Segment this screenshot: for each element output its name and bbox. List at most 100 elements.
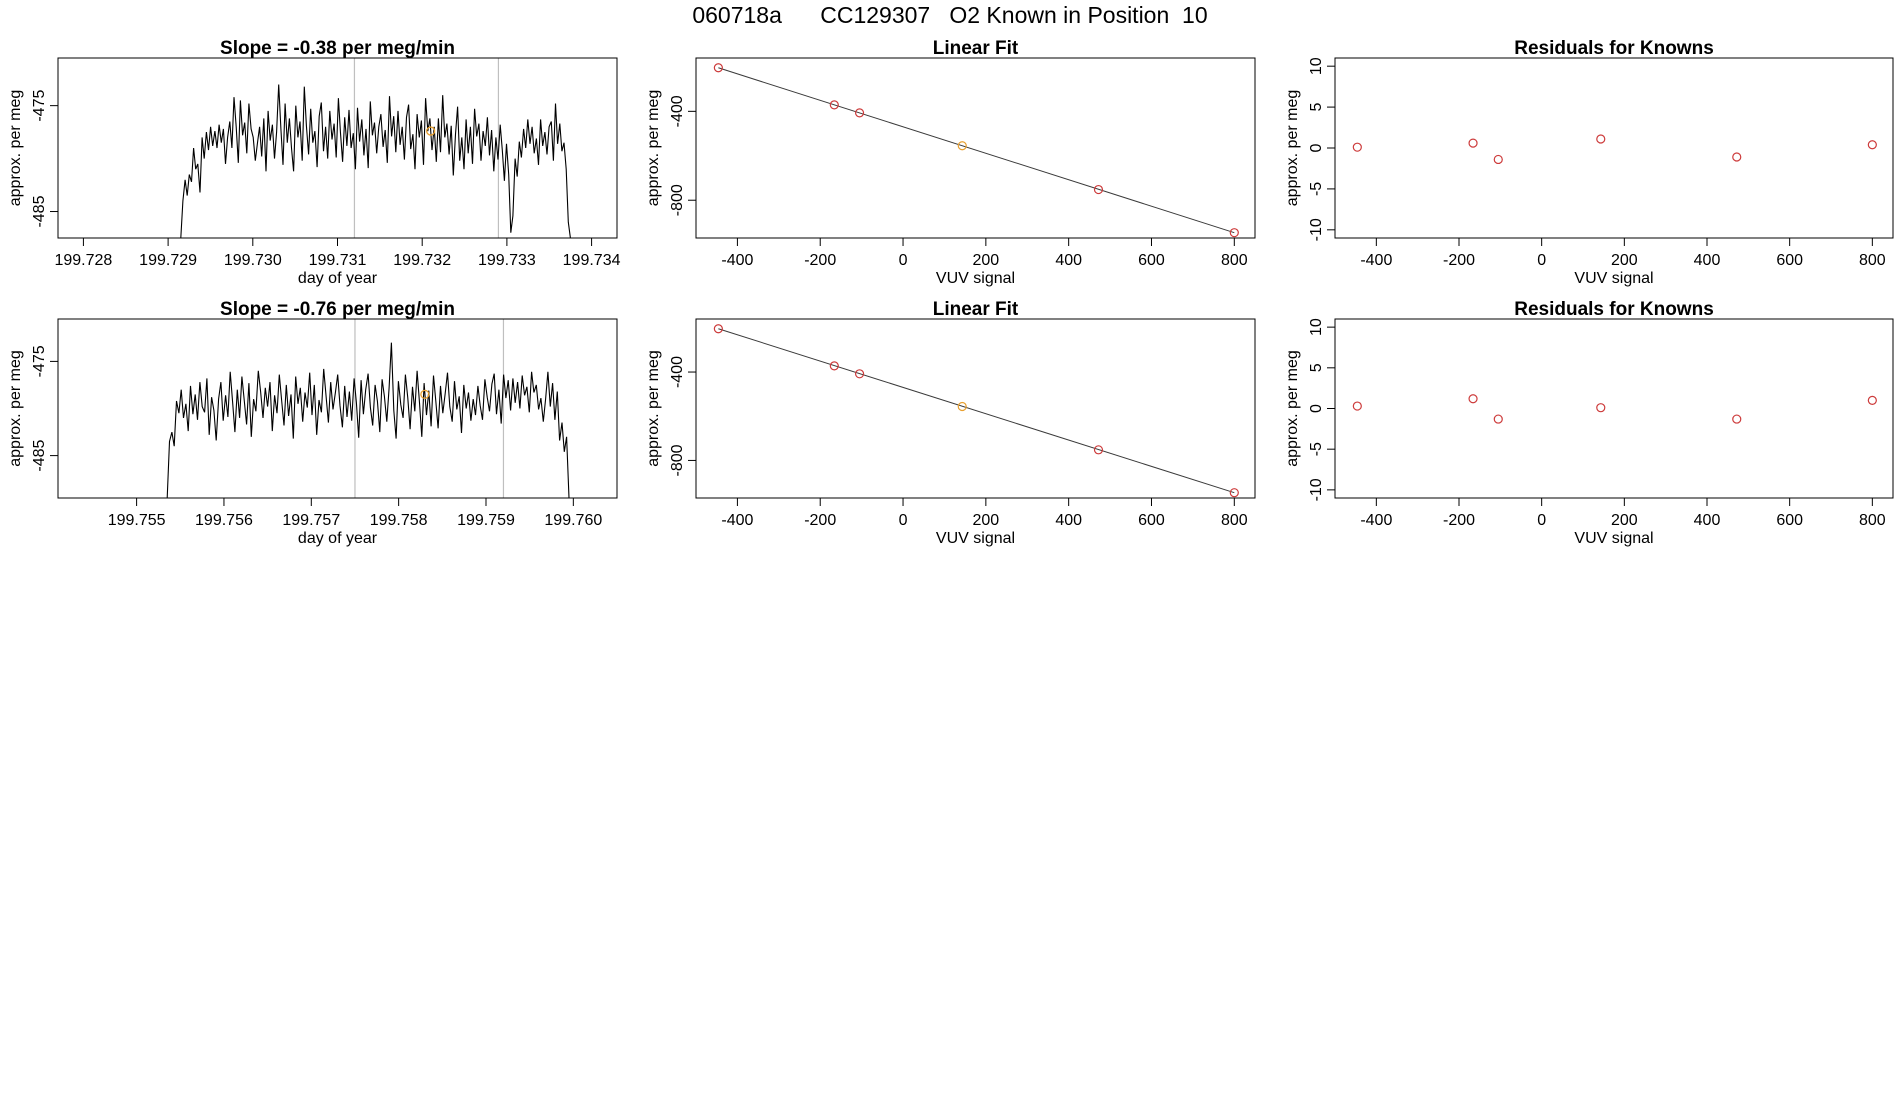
fit2-fit-line (718, 328, 1235, 494)
fit2-xtick-label: -200 (804, 512, 836, 529)
ts1-xtick-label: 199.728 (54, 252, 112, 269)
res1-ytick-label: 5 (1308, 103, 1325, 112)
fit1-fit-line (718, 67, 1235, 234)
fit2-xtick-label: 400 (1055, 512, 1082, 529)
res1-xtick-label: 600 (1776, 252, 1803, 269)
fit2-title: Linear Fit (933, 299, 1019, 320)
fit1-ytick-label: -800 (669, 184, 686, 216)
fit1-xtick-label: 0 (899, 252, 908, 269)
res2-xtick-label: 200 (1611, 512, 1638, 529)
res1-xtick-label: -400 (1360, 252, 1392, 269)
ts1-trace (180, 84, 571, 239)
ts2-title: Slope = -0.76 per meg/min (220, 299, 455, 320)
ts1-xtick-label: 199.731 (309, 252, 367, 269)
ts1-xlabel: day of year (298, 270, 378, 287)
res2-data-point (1732, 414, 1742, 424)
fit1-xtick-label: 800 (1221, 252, 1248, 269)
ts2-ylabel: approx. per meg (7, 350, 24, 467)
res1-data-point (1732, 152, 1742, 162)
res1-data-point (1352, 142, 1362, 152)
fit1-xtick-label: -400 (721, 252, 753, 269)
fit2-xtick-label: 200 (973, 512, 1000, 529)
res2-data-point (1468, 394, 1478, 404)
res2-ytick-label: 5 (1308, 363, 1325, 372)
res1-ytick-label: 0 (1308, 143, 1325, 152)
res1-xtick-label: 200 (1611, 252, 1638, 269)
res1-xlabel: VUV signal (1574, 270, 1653, 287)
fit2-ytick-label: -800 (669, 444, 686, 476)
fit1-ytick-label: -400 (669, 95, 686, 127)
res2-title: Residuals for Knowns (1514, 299, 1714, 320)
fit1-xtick-label: 600 (1138, 252, 1165, 269)
ts1-ylabel: approx. per meg (7, 90, 24, 207)
fit2-xlabel: VUV signal (936, 530, 1015, 547)
res2-ylabel: approx. per meg (1284, 350, 1301, 467)
fit2-ylabel: approx. per meg (645, 350, 662, 467)
res1-data-point (1468, 138, 1478, 148)
ts2-xtick-label: 199.757 (282, 512, 340, 529)
fit1-xtick-label: -200 (804, 252, 836, 269)
res2-xtick-label: 400 (1694, 512, 1721, 529)
ts2-xtick-label: 199.755 (108, 512, 166, 529)
res1-data-point (1867, 140, 1877, 150)
res2-data-point (1596, 403, 1606, 413)
fit1-xtick-label: 200 (973, 252, 1000, 269)
res2-data-point (1352, 401, 1362, 411)
res1-data-point (1596, 134, 1606, 144)
fit2-xtick-label: -400 (721, 512, 753, 529)
ts1-ytick-label: -475 (31, 90, 48, 122)
res2-xtick-label: -400 (1360, 512, 1392, 529)
res2-ytick-label: 0 (1308, 404, 1325, 413)
res2-ytick-label: -10 (1308, 478, 1325, 501)
fit1-data-point (713, 63, 723, 73)
ts2-xtick-label: 199.758 (370, 512, 428, 529)
res1-xtick-label: 800 (1859, 252, 1886, 269)
res2-plot-frame (1334, 318, 1894, 499)
ts2-plot-frame (57, 318, 618, 499)
res2-xlabel: VUV signal (1574, 530, 1653, 547)
fit2-xtick-label: 800 (1221, 512, 1248, 529)
ts1-xtick-label: 199.729 (139, 252, 197, 269)
fit2-data-point (829, 361, 839, 371)
res1-xtick-label: 400 (1694, 252, 1721, 269)
res2-ytick-label: -5 (1308, 442, 1325, 456)
res1-ytick-label: -10 (1308, 218, 1325, 241)
ts1-plot-frame (57, 57, 618, 239)
res1-ylabel: approx. per meg (1284, 90, 1301, 207)
fit1-title: Linear Fit (933, 38, 1019, 59)
res1-data-point (1493, 154, 1503, 165)
fit2-xtick-label: 600 (1138, 512, 1165, 529)
fit2-xtick-label: 0 (899, 512, 908, 529)
page-title: 060718a CC129307 O2 Known in Position 10 (692, 2, 1208, 28)
res1-xtick-label: 0 (1537, 252, 1546, 269)
fit1-data-point (854, 108, 865, 118)
fit1-data-point (1093, 184, 1104, 195)
fit1-plot-frame (695, 57, 1256, 239)
ts1-highlight-point (426, 126, 436, 136)
fit2-data-point (957, 401, 967, 412)
ts1-xtick-label: 199.732 (393, 252, 451, 269)
res1-xtick-label: -200 (1443, 252, 1475, 269)
fit1-xtick-label: 400 (1055, 252, 1082, 269)
ts1-xtick-label: 199.730 (224, 252, 282, 269)
ts1-xtick-label: 199.734 (563, 252, 621, 269)
fit2-data-point (1229, 488, 1239, 498)
fit2-ytick-label: -400 (669, 356, 686, 388)
fit1-xlabel: VUV signal (936, 270, 1015, 287)
res1-ytick-label: 10 (1308, 57, 1325, 75)
fit1-data-point (957, 141, 967, 151)
res2-ytick-label: 10 (1308, 318, 1325, 336)
ts2-highlight-point (420, 389, 430, 400)
res2-xtick-label: 600 (1776, 512, 1803, 529)
ts1-title: Slope = -0.38 per meg/min (220, 38, 455, 59)
res1-plot-frame (1334, 57, 1894, 239)
fit2-data-point (1093, 445, 1104, 455)
ts2-ytick-label: -485 (31, 439, 48, 471)
fit1-ylabel: approx. per meg (645, 90, 662, 207)
ts2-ytick-label: -475 (31, 345, 48, 377)
ts2-xtick-label: 199.759 (457, 512, 515, 529)
ts2-trace (166, 342, 570, 499)
res2-data-point (1867, 395, 1877, 405)
res2-xtick-label: 800 (1859, 512, 1886, 529)
ts2-xlabel: day of year (298, 530, 378, 547)
